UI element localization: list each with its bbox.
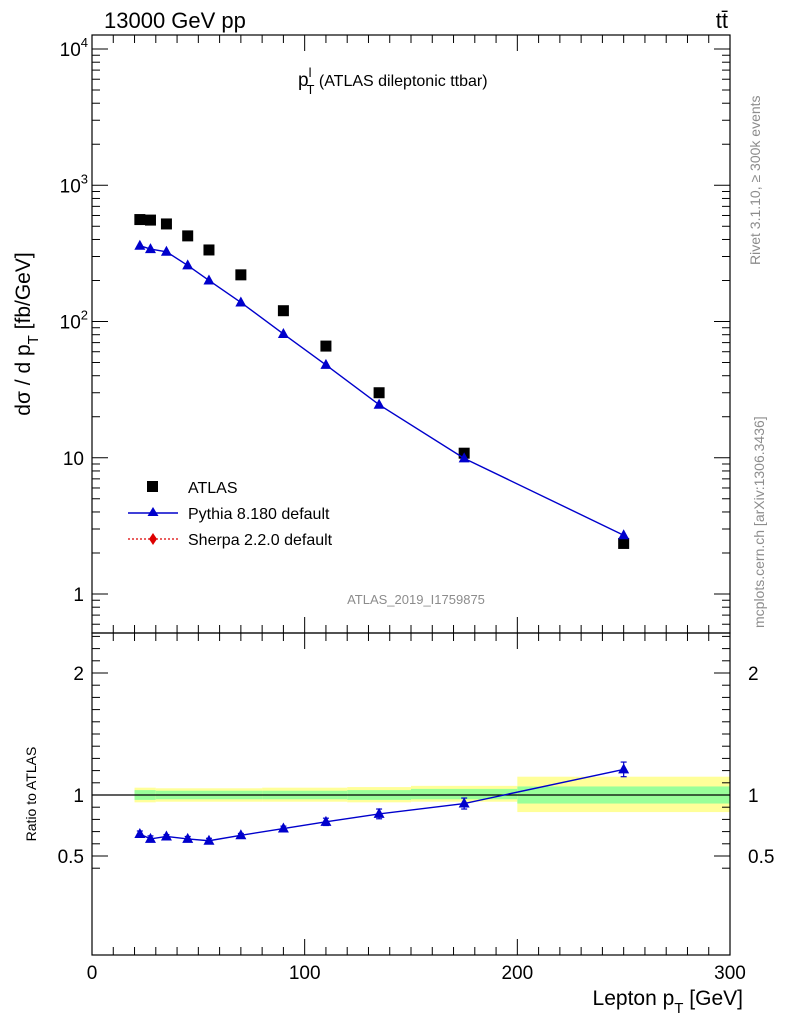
pythia-point	[458, 452, 470, 463]
main-ylabel: dσ / d pT [fb/GeV]	[12, 252, 42, 415]
pythia-point	[144, 243, 156, 254]
atlas-point	[235, 269, 247, 281]
main-axis-ticks: 1 10 102 103 104	[60, 35, 731, 633]
ratio-pythia-point	[458, 797, 470, 808]
rivet-label: Rivet 3.1.10, ≥ 300k events	[747, 95, 763, 265]
ratio-axis-ticks: 0 100 200 300 0.5 0.5 1 1 2 2	[58, 633, 774, 984]
pythia-point	[373, 398, 385, 409]
main-y-tick-label: 104	[60, 35, 88, 61]
x-tick-label: 300	[714, 963, 746, 984]
plot-title: pl T (ATLAS dileptonic ttbar)	[298, 65, 488, 97]
ratio-pythia-point	[203, 834, 215, 845]
ratio-ylabel: Ratio to ATLAS	[23, 747, 39, 842]
legend: ATLAS Pythia 8.180 default Sherpa 2.2.0 …	[128, 480, 333, 549]
ratio-pythia-point	[182, 832, 194, 843]
x-tick-label: 200	[501, 963, 533, 984]
atlas-point	[134, 214, 146, 226]
ratio-y-tick-label-right: 2	[748, 664, 759, 685]
legend-marker-sherpa	[149, 533, 157, 545]
ratio-y-tick-label-right: 1	[748, 786, 759, 807]
ratio-pythia-point	[144, 832, 156, 843]
pythia-point	[134, 239, 146, 250]
atlas-point	[320, 340, 332, 352]
pythia-point	[182, 259, 194, 270]
ratio-band-inner	[411, 788, 518, 800]
ratio-series	[134, 761, 630, 845]
x-axis-label: Lepton pT [GeV]	[593, 987, 743, 1017]
ratio-pythia-point	[618, 763, 630, 774]
ratio-pythia-point	[160, 830, 172, 841]
legend-label-atlas: ATLAS	[188, 480, 238, 497]
legend-label-sherpa: Sherpa 2.2.0 default	[188, 532, 333, 549]
atlas-point	[144, 214, 156, 226]
main-series	[134, 214, 630, 549]
pythia-point	[203, 274, 215, 285]
legend-marker-pythia	[147, 507, 159, 516]
pythia-point	[618, 529, 630, 540]
main-y-tick-label: 102	[60, 308, 88, 334]
header-energy: 13000 GeV pp	[104, 8, 246, 33]
header-process: tt̄	[716, 8, 728, 33]
ratio-pythia-point	[373, 807, 385, 818]
analysis-id: ATLAS_2019_I1759875	[347, 592, 485, 607]
pythia-point	[160, 245, 172, 256]
atlas-point	[277, 305, 289, 317]
ratio-y-tick-label: 1	[73, 786, 84, 807]
ratio-bands	[134, 776, 730, 813]
x-tick-label: 100	[289, 963, 321, 984]
ratio-y-tick-label-right: 0.5	[748, 847, 774, 868]
atlas-point	[373, 387, 385, 399]
pythia-point	[277, 327, 289, 338]
x-tick-label: 0	[87, 963, 98, 984]
ratio-pythia-point	[235, 829, 247, 840]
main-y-tick-label: 10	[63, 449, 84, 470]
ratio-y-tick-label: 0.5	[58, 847, 84, 868]
ratio-pythia-point	[277, 822, 289, 833]
ratio-pythia-point	[320, 815, 332, 826]
main-y-tick-label: 103	[60, 171, 88, 197]
ratio-y-tick-label: 2	[73, 664, 84, 685]
atlas-point	[160, 218, 172, 230]
legend-marker-atlas	[147, 481, 158, 492]
pythia-point	[235, 296, 247, 307]
ratio-pythia-point	[134, 828, 146, 839]
legend-label-pythia: Pythia 8.180 default	[188, 506, 330, 523]
atlas-point	[182, 230, 194, 242]
pythia-point	[320, 358, 332, 369]
atlas-point	[618, 537, 630, 549]
main-y-tick-label: 1	[73, 585, 84, 606]
atlas-point	[203, 244, 215, 256]
mcplots-label: mcplots.cern.ch [arXiv:1306.3436]	[751, 416, 767, 628]
